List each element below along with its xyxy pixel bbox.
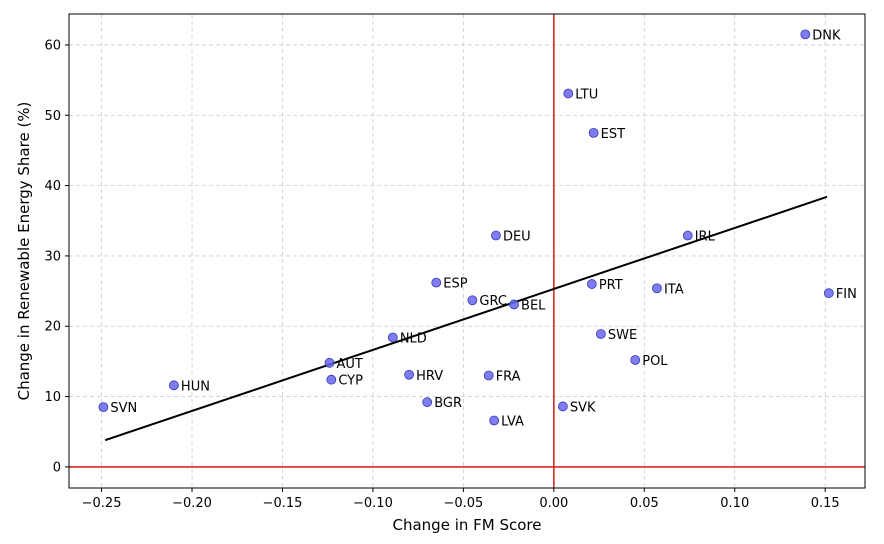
data-point-hrv <box>404 369 415 380</box>
data-point-swe <box>595 329 606 339</box>
point-label-ltu: LTU <box>575 87 598 102</box>
data-points <box>98 29 834 426</box>
point-label-bgr: BGR <box>434 396 462 411</box>
data-point-bel <box>509 299 519 310</box>
point-label-cyp: CYP <box>338 374 363 389</box>
data-point-grc <box>467 295 478 306</box>
trend-line <box>104 195 828 442</box>
data-point-dnk <box>800 29 811 40</box>
x-tick-label: −0.05 <box>443 496 483 511</box>
point-label-irl: IRL <box>695 230 716 245</box>
x-tick-label: 0.15 <box>811 496 840 511</box>
point-label-hun: HUN <box>181 379 210 394</box>
plot-frame <box>68 13 866 489</box>
data-point-fra <box>483 370 494 381</box>
y-tick-label: 20 <box>44 320 61 335</box>
trend-line-group <box>104 195 828 442</box>
y-axis-ticks: 0 10 20 30 40 50 60 <box>44 38 69 475</box>
x-axis-ticks: −0.25 −0.20 −0.15 −0.10 −0.05 0.00 0.05 0.10 0.1… <box>82 488 840 511</box>
x-tick-label: 0.05 <box>630 496 659 511</box>
reference-lines <box>69 14 865 488</box>
data-point-svn <box>98 402 109 413</box>
point-label-svk: SVK <box>570 400 596 415</box>
point-label-hrv: HRV <box>416 369 443 384</box>
point-label-grc: GRC <box>479 294 507 309</box>
point-labels: DNK LTU EST DEU IRL ESP PRT ITA FIN GRC BEL SWE NLD P… <box>110 28 856 429</box>
data-point-lva <box>489 415 500 426</box>
point-label-fin: FIN <box>836 287 857 302</box>
x-tick-label: −0.25 <box>82 496 122 511</box>
data-point-prt <box>586 279 597 289</box>
data-point-aut <box>324 357 335 368</box>
point-label-fra: FRA <box>496 369 521 384</box>
point-label-prt: PRT <box>599 278 623 293</box>
y-tick-label: 10 <box>44 390 61 405</box>
grid-lines <box>69 14 865 488</box>
x-tick-label: −0.20 <box>172 496 212 511</box>
point-label-pol: POL <box>642 354 668 369</box>
data-point-hun <box>169 380 179 391</box>
y-tick-label: 50 <box>44 109 61 124</box>
data-point-esp <box>431 277 442 288</box>
x-tick-label: 0.00 <box>539 496 568 511</box>
x-axis-label: Change in FM Score <box>393 516 542 534</box>
point-label-ita: ITA <box>664 282 684 297</box>
x-tick-label: 0.10 <box>720 496 749 511</box>
y-tick-label: 0 <box>53 460 61 475</box>
data-point-fin <box>823 288 834 299</box>
point-label-est: EST <box>601 127 625 142</box>
data-point-irl <box>682 230 693 241</box>
point-label-swe: SWE <box>608 328 637 343</box>
point-label-lva: LVA <box>501 414 524 429</box>
point-label-aut: AUT <box>337 357 363 372</box>
x-tick-label: −0.15 <box>263 496 303 511</box>
data-point-pol <box>630 355 641 365</box>
data-point-cyp <box>326 374 337 385</box>
point-label-dnk: DNK <box>812 28 841 43</box>
data-point-svk <box>557 401 568 412</box>
data-point-deu <box>491 230 501 241</box>
y-tick-label: 30 <box>44 249 61 264</box>
data-point-ita <box>652 283 662 294</box>
data-point-est <box>588 127 599 138</box>
y-axis-label: Change in Renewable Energy Share (%) <box>15 102 33 401</box>
data-point-nld <box>387 332 398 343</box>
data-point-bgr <box>422 397 433 408</box>
y-tick-label: 40 <box>44 179 61 194</box>
point-label-bel: BEL <box>521 298 546 313</box>
point-label-esp: ESP <box>443 277 467 292</box>
x-tick-label: −0.10 <box>353 496 393 511</box>
y-tick-label: 60 <box>44 38 61 53</box>
point-label-nld: NLD <box>400 332 427 347</box>
point-label-deu: DEU <box>503 230 531 245</box>
data-point-ltu <box>563 88 574 99</box>
point-label-svn: SVN <box>110 401 137 416</box>
